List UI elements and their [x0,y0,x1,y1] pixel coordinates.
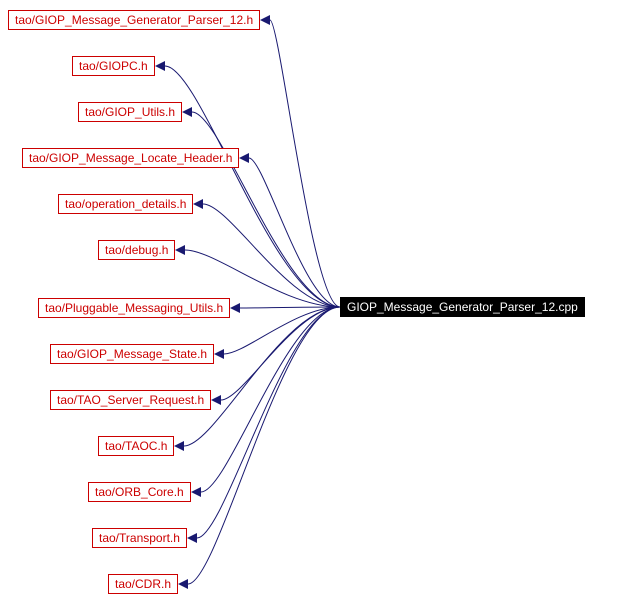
include-edge-3 [249,158,340,307]
include-edge-10 [201,307,340,492]
header-node-6: tao/Pluggable_Messaging_Utils.h [38,298,230,318]
arrowhead-6 [230,303,240,313]
arrowhead-11 [187,533,197,543]
header-node-0: tao/GIOP_Message_Generator_Parser_12.h [8,10,260,30]
header-node-2: tao/GIOP_Utils.h [78,102,182,122]
arrowhead-4 [193,199,203,209]
header-node-7: tao/GIOP_Message_State.h [50,344,214,364]
include-edge-7 [224,307,340,354]
header-node-5: tao/debug.h [98,240,175,260]
header-node-12: tao/CDR.h [108,574,178,594]
arrowhead-9 [174,441,184,451]
include-edge-0 [270,20,340,307]
arrowhead-1 [155,61,165,71]
header-node-4: tao/operation_details.h [58,194,193,214]
include-edge-4 [203,204,340,307]
header-node-11: tao/Transport.h [92,528,187,548]
arrowhead-7 [214,349,224,359]
include-edge-1 [165,66,340,307]
arrowhead-10 [191,487,201,497]
include-edge-11 [197,307,340,538]
include-edge-8 [221,307,340,400]
include-edge-9 [184,307,340,446]
include-edge-6 [240,307,340,308]
arrowhead-0 [260,15,270,25]
arrowhead-2 [182,107,192,117]
header-node-10: tao/ORB_Core.h [88,482,191,502]
source-file-node: GIOP_Message_Generator_Parser_12.cpp [340,297,585,317]
arrowhead-5 [175,245,185,255]
arrowhead-8 [211,395,221,405]
arrowhead-3 [239,153,249,163]
header-node-9: tao/TAOC.h [98,436,174,456]
arrowhead-12 [178,579,188,589]
header-node-1: tao/GIOPC.h [72,56,155,76]
include-edge-2 [192,112,340,307]
header-node-3: tao/GIOP_Message_Locate_Header.h [22,148,239,168]
header-node-8: tao/TAO_Server_Request.h [50,390,211,410]
